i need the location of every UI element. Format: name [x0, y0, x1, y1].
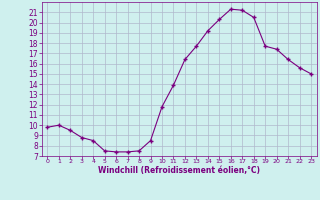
X-axis label: Windchill (Refroidissement éolien,°C): Windchill (Refroidissement éolien,°C) [98, 166, 260, 175]
